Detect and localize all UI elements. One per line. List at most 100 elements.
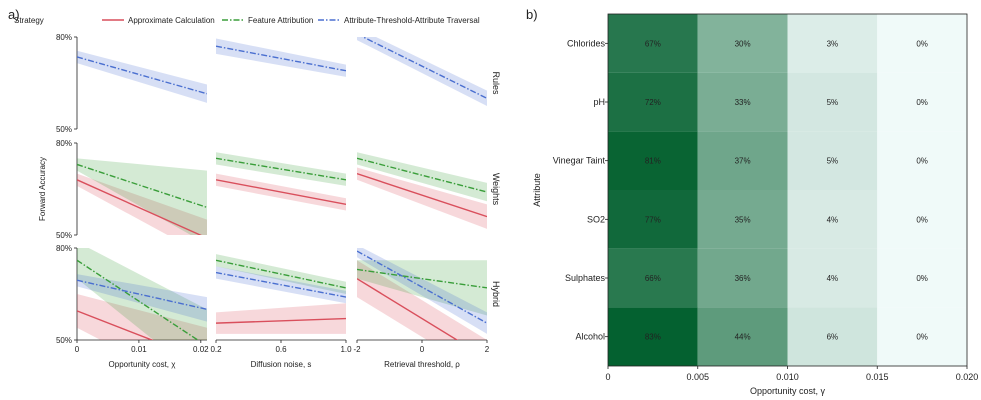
y-tick-label: 80% <box>56 139 72 148</box>
panel-b-letter: b) <box>526 7 538 22</box>
panel-b-heatmap: 67% 30% 3% 0% Chlorides 72% 33% 5% 0% pH 81% 37% 5% 0… <box>532 13 978 396</box>
legend-label-attribute-threshold-attribute-traversal: Attribute-Threshold-Attribute Traversal <box>344 16 480 25</box>
heatmap-x-tick-label: 0 <box>605 372 610 382</box>
heatmap-cell-label: 35% <box>735 215 751 224</box>
heatmap-cell-label: 0% <box>916 98 928 107</box>
heatmap-cell-label: 0% <box>916 274 928 283</box>
x-tick-label: 2 <box>485 345 490 354</box>
line-feature-attribution <box>357 268 487 289</box>
line-feature-attribution <box>357 157 487 193</box>
x-tick-label: 0 <box>75 345 80 354</box>
line-approximate-calculation <box>357 278 459 340</box>
heatmap-cell <box>608 14 698 73</box>
heatmap-cell-label: 72% <box>645 98 661 107</box>
panel-a-letter: a) <box>8 7 20 22</box>
ci-band-feature-attribution <box>77 158 207 235</box>
heatmap-cell-label: 3% <box>827 39 839 48</box>
heatmap-cell <box>608 307 698 366</box>
x-tick-label: 0.01 <box>131 345 147 354</box>
heatmap-cell-label: 36% <box>735 274 751 283</box>
row-label-rules: Rules <box>491 71 501 95</box>
heatmap-cell <box>608 190 698 249</box>
heatmap-x-axis-title: Opportunity cost, γ <box>750 386 826 396</box>
panel-weights-3 <box>357 152 487 229</box>
y-axis-rules: 80% 50% <box>56 33 78 134</box>
heatmap-cell-label: 6% <box>827 333 839 342</box>
x-axis-title: Opportunity cost, χ <box>109 360 177 369</box>
panel-hybrid-2 <box>216 254 346 334</box>
heatmap-cell <box>697 307 788 366</box>
heatmap-cell-label: 67% <box>645 39 661 48</box>
ci-band-approximate-calculation <box>77 173 207 235</box>
heatmap-cell <box>877 72 967 132</box>
heatmap-x-tick-label: 0.005 <box>686 372 709 382</box>
ci-band-attribute-threshold-attribute-traversal <box>216 38 346 77</box>
line-attribute-threshold-attribute-traversal <box>216 271 346 298</box>
y-axis-weights: 80% 50% <box>56 139 78 240</box>
x-tick-label: -2 <box>353 345 361 354</box>
heatmap-cell <box>877 14 967 73</box>
x-tick-label: 0.02 <box>193 345 209 354</box>
ci-band-feature-attribution <box>77 248 207 340</box>
ci-band-attribute-threshold-attribute-traversal <box>77 50 207 103</box>
y-tick-label: 50% <box>56 125 72 134</box>
y-axis-hybrid: 80% 50% <box>56 244 78 345</box>
line-attribute-threshold-attribute-traversal <box>77 56 207 95</box>
ci-band-attribute-threshold-attribute-traversal <box>357 37 487 106</box>
x-axis-title: Retrieval threshold, ρ <box>384 360 460 369</box>
heatmap-row-sulphates: 66% 36% 4% 0% Sulphates <box>565 248 967 308</box>
heatmap-cell <box>608 72 698 132</box>
heatmap-cell <box>877 190 967 249</box>
y-tick-label: 80% <box>56 33 72 42</box>
heatmap-x-tick-label: 0.010 <box>776 372 799 382</box>
panel-weights-1 <box>77 158 207 235</box>
heatmap-cell-label: 0% <box>916 39 928 48</box>
heatmap-cell-label: 0% <box>916 157 928 166</box>
line-attribute-threshold-attribute-traversal <box>216 45 346 72</box>
heatmap-row-label: Sulphates <box>565 273 606 283</box>
line-feature-attribution <box>77 259 199 340</box>
line-feature-attribution <box>216 157 346 181</box>
heatmap-cell-label: 81% <box>645 157 661 166</box>
legend-entry-feature-attribution: Feature Attribution <box>222 16 313 25</box>
heatmap-row-label: Vinegar Taint <box>553 156 606 166</box>
heatmap-cell <box>697 190 788 249</box>
heatmap-cell <box>787 248 878 308</box>
heatmap-x-tick-label: 0.015 <box>866 372 889 382</box>
legend-label-approximate-calculation: Approximate Calculation <box>128 16 215 25</box>
heatmap-cell-label: 66% <box>645 274 661 283</box>
heatmap-row-so2: 77% 35% 4% 0% SO2 <box>587 190 967 249</box>
legend-title: Strategy <box>14 16 44 25</box>
heatmap-row-vinegar-taint: 81% 37% 5% 0% Vinegar Taint <box>553 131 967 190</box>
x-tick-label: 0 <box>420 345 425 354</box>
y-tick-label: 80% <box>56 244 72 253</box>
heatmap-cell-label: 77% <box>645 215 661 224</box>
line-approximate-calculation <box>357 173 487 218</box>
heatmap-row-label: SO2 <box>587 214 605 224</box>
y-tick-label: 50% <box>56 336 72 345</box>
x-tick-label: 0.6 <box>275 345 287 354</box>
heatmap-cell <box>697 248 788 308</box>
line-attribute-threshold-attribute-traversal <box>77 279 207 311</box>
ci-band-approximate-calculation <box>357 167 487 229</box>
heatmap-cell-label: 5% <box>827 98 839 107</box>
ci-band-approximate-calculation <box>216 303 346 334</box>
heatmap-cell <box>877 307 967 366</box>
legend-entry-approximate-calculation: Approximate Calculation <box>102 16 215 25</box>
line-approximate-calculation <box>77 310 154 340</box>
heatmap-cell <box>787 131 878 190</box>
x-axis-3: -2 0 2 Retrieval threshold, ρ <box>353 339 490 369</box>
x-tick-label: 0.2 <box>210 345 222 354</box>
line-feature-attribution <box>216 259 346 289</box>
heatmap-row-label: Chlorides <box>567 38 606 48</box>
legend: Strategy Approximate Calculation Feature A… <box>14 16 480 25</box>
heatmap-cell-label: 30% <box>735 39 751 48</box>
heatmap-cell <box>697 72 788 132</box>
x-tick-label: 1.0 <box>340 345 352 354</box>
row-label-hybrid: Hybrid <box>491 281 501 307</box>
heatmap-cell-label: 44% <box>735 333 751 342</box>
heatmap-cell-label: 83% <box>645 333 661 342</box>
heatmap-cell-label: 0% <box>916 333 928 342</box>
heatmap-cell-label: 37% <box>735 157 751 166</box>
